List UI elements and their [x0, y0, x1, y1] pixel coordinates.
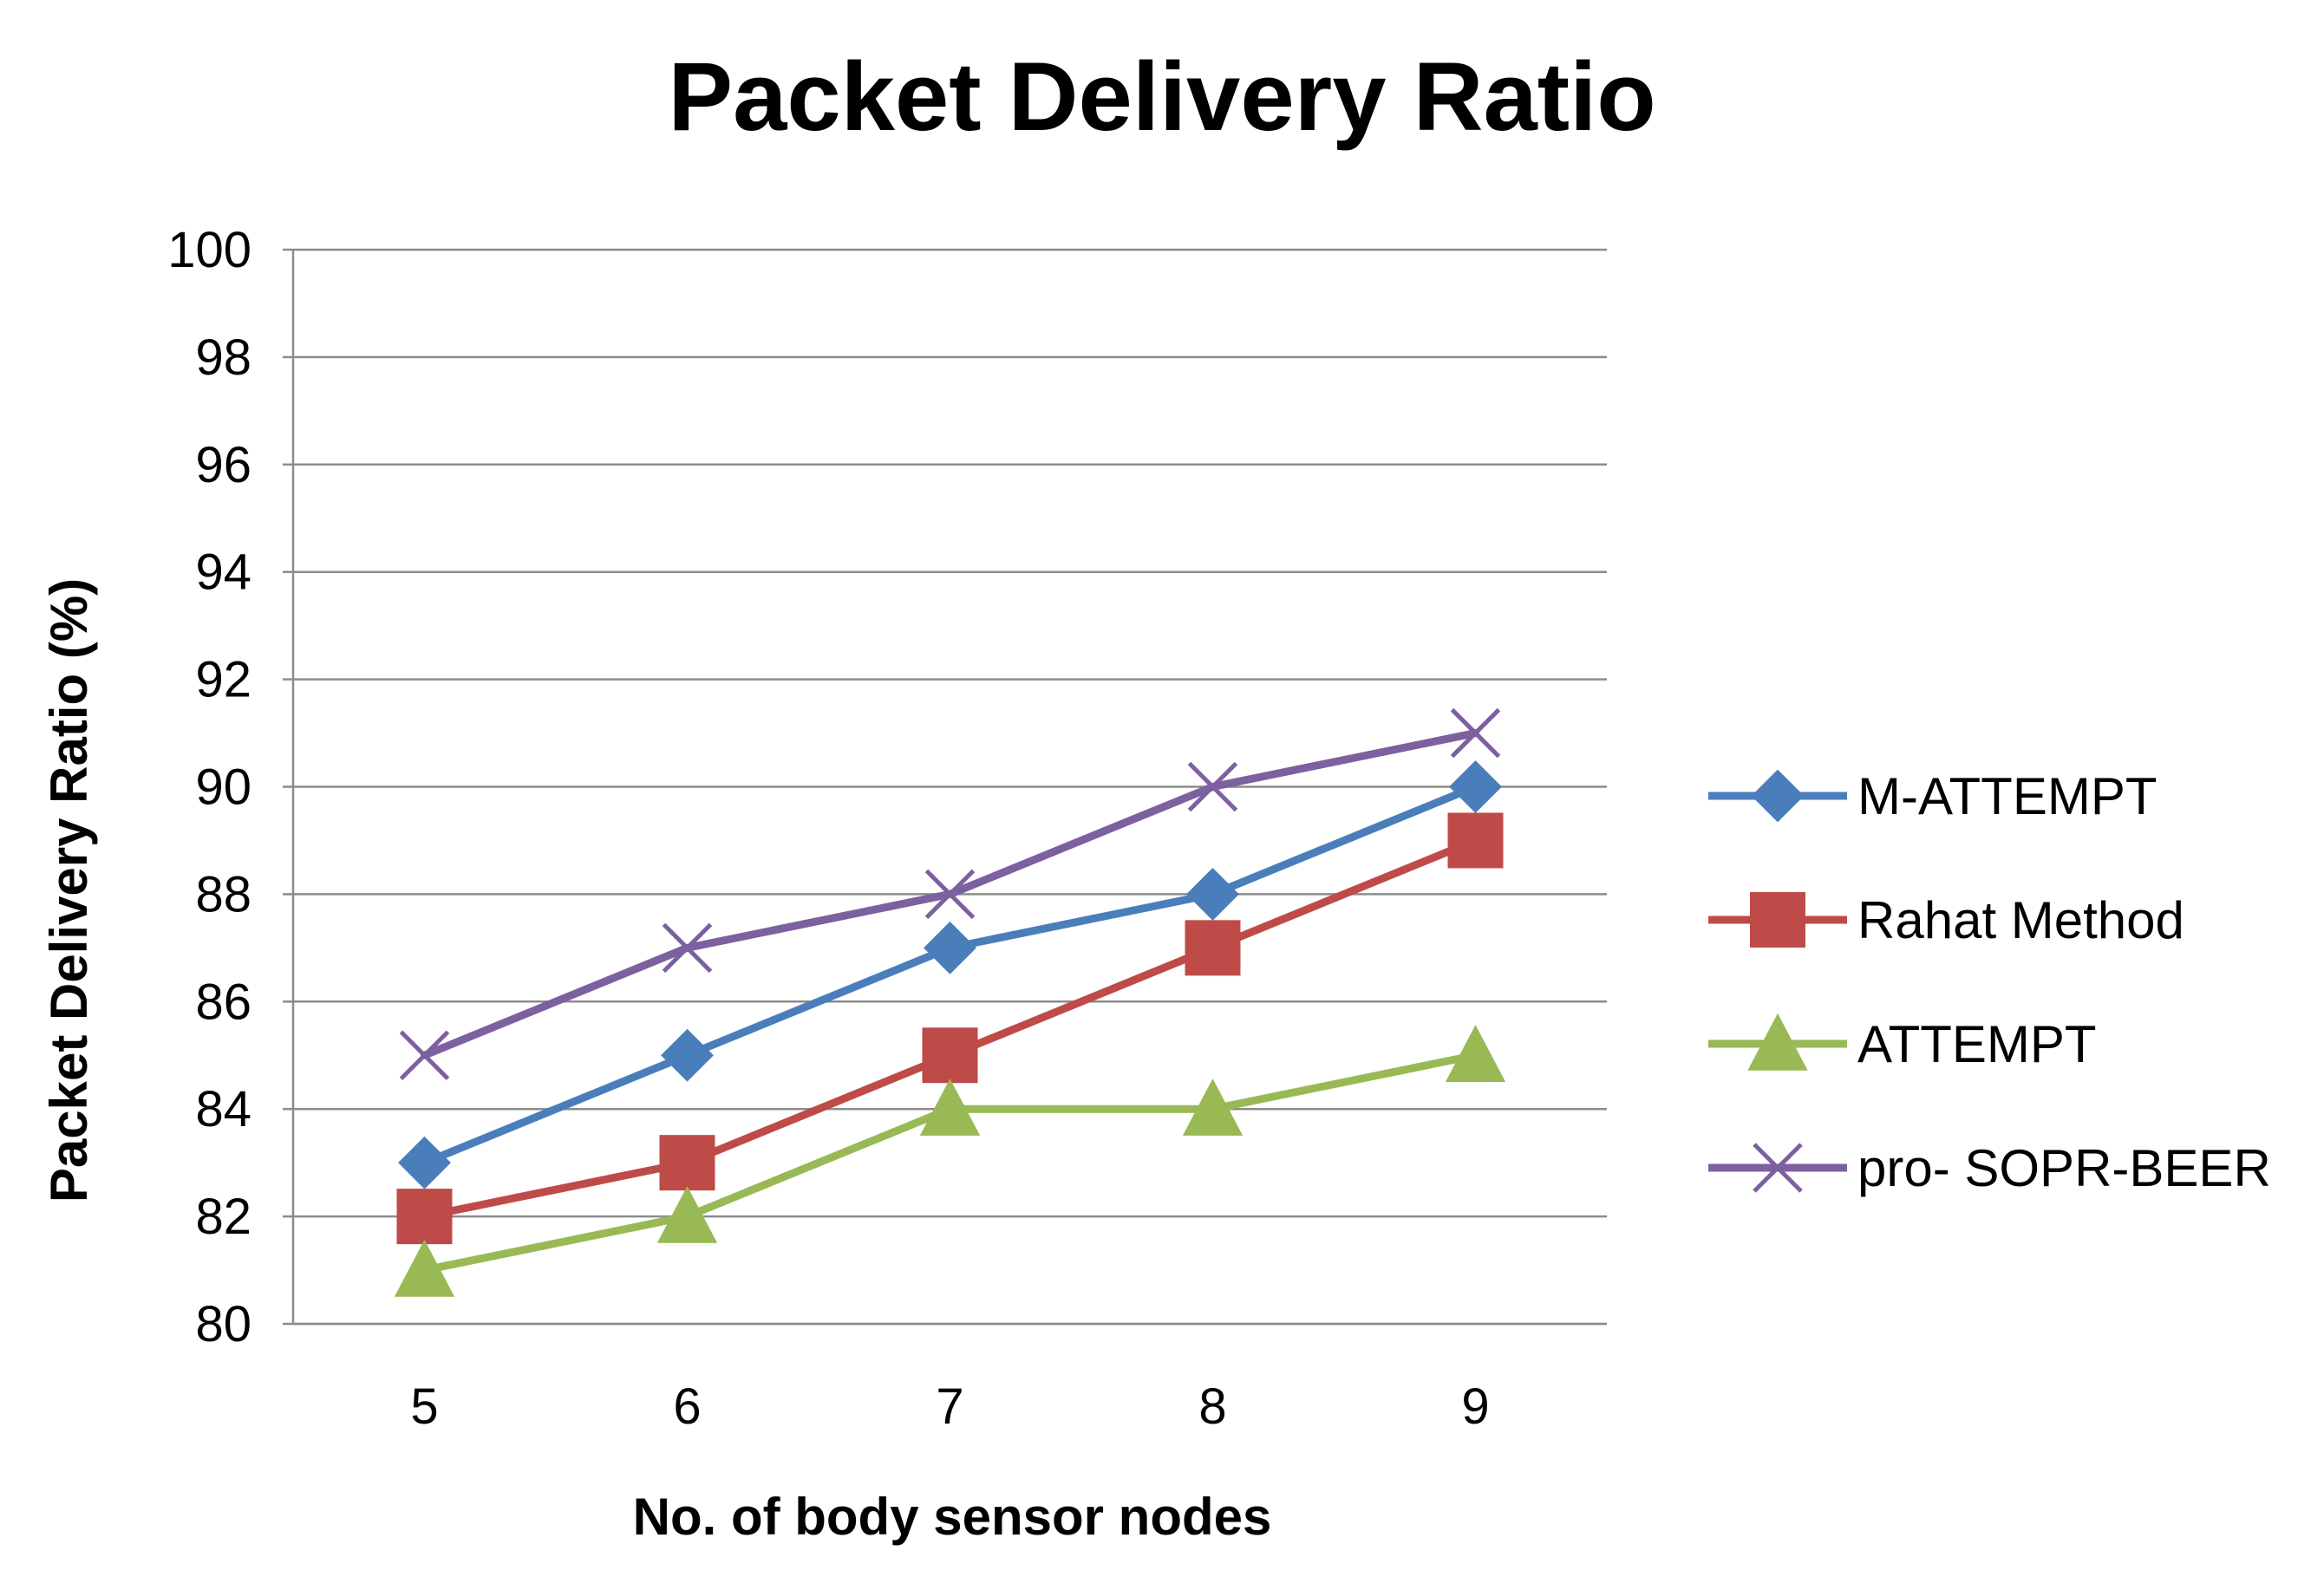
y-tick-label: 88: [195, 866, 251, 922]
x-axis-label: No. of body sensor nodes: [633, 1488, 1272, 1546]
legend-marker: [1751, 769, 1805, 823]
legend-item[interactable]: ATTEMPT: [1708, 1013, 2097, 1073]
y-tick-label: 96: [195, 437, 251, 493]
legend-item[interactable]: pro- SOPR-BEER: [1708, 1139, 2271, 1197]
data-point-marker: [656, 1185, 718, 1243]
data-point-marker: [1449, 760, 1502, 813]
legend-item[interactable]: Rahat Method: [1708, 891, 2184, 949]
legend-label: ATTEMPT: [1857, 1015, 2097, 1073]
series-0: [398, 760, 1502, 1189]
data-point-marker: [396, 1189, 453, 1245]
y-tick-label: 84: [195, 1081, 251, 1137]
data-point-marker: [661, 1028, 714, 1082]
legend-marker: [1747, 1013, 1808, 1071]
data-point-marker: [1450, 707, 1501, 759]
y-tick-label: 86: [195, 974, 251, 1030]
gridlines: [293, 248, 1607, 1326]
legend-item[interactable]: M-ATTEMPT: [1708, 767, 2158, 825]
x-tick-label: 8: [1198, 1378, 1226, 1435]
data-point-marker: [1186, 867, 1239, 921]
y-axis-ticks: 80 82 84 86 88 90 92 94 96 98 100: [167, 222, 251, 1352]
legend-marker: [1750, 892, 1805, 948]
x-tick-label: 6: [673, 1378, 701, 1435]
x-tick-label: 7: [936, 1378, 963, 1435]
series-group: [394, 707, 1506, 1297]
legend[interactable]: M-ATTEMPT Rahat Method ATTEMPT pro- SOPR-BE…: [1708, 767, 2271, 1197]
y-tick-label: 92: [195, 652, 251, 708]
data-point-marker: [919, 1078, 981, 1136]
legend-label: pro- SOPR-BEER: [1857, 1139, 2271, 1197]
series-1: [396, 812, 1504, 1245]
y-axis-label: Packet Delivery Ratio (%): [40, 578, 98, 1202]
axes: [283, 248, 1607, 1326]
y-tick-label: 100: [167, 222, 251, 278]
data-point-marker: [1447, 812, 1504, 869]
series-2: [394, 1025, 1506, 1297]
y-tick-label: 90: [195, 759, 251, 816]
data-point-marker: [1445, 1025, 1506, 1082]
chart-title: Packet Delivery Ratio: [668, 42, 1655, 151]
data-point-marker: [924, 869, 976, 920]
data-point-marker: [659, 1135, 715, 1191]
data-point-marker: [922, 1027, 978, 1084]
data-point-marker: [1187, 761, 1238, 812]
legend-label: Rahat Method: [1857, 891, 2184, 949]
legend-marker: [1753, 1143, 1803, 1193]
data-point-marker: [924, 921, 976, 974]
y-tick-label: 80: [195, 1296, 251, 1352]
data-point-marker: [394, 1239, 455, 1297]
y-tick-label: 98: [195, 329, 251, 386]
x-tick-label: 9: [1461, 1378, 1489, 1435]
y-tick-label: 94: [195, 544, 251, 601]
data-point-marker: [1185, 920, 1241, 976]
data-point-marker: [399, 1030, 450, 1081]
y-tick-label: 82: [195, 1189, 251, 1245]
data-point-marker: [1182, 1078, 1244, 1136]
series-3: [399, 707, 1501, 1081]
data-point-marker: [398, 1136, 451, 1189]
legend-label: M-ATTEMPT: [1857, 767, 2158, 825]
data-point-marker: [662, 922, 713, 974]
x-tick-label: 5: [410, 1378, 438, 1435]
x-axis-ticks: 5 6 7 8 9: [410, 1378, 1489, 1435]
